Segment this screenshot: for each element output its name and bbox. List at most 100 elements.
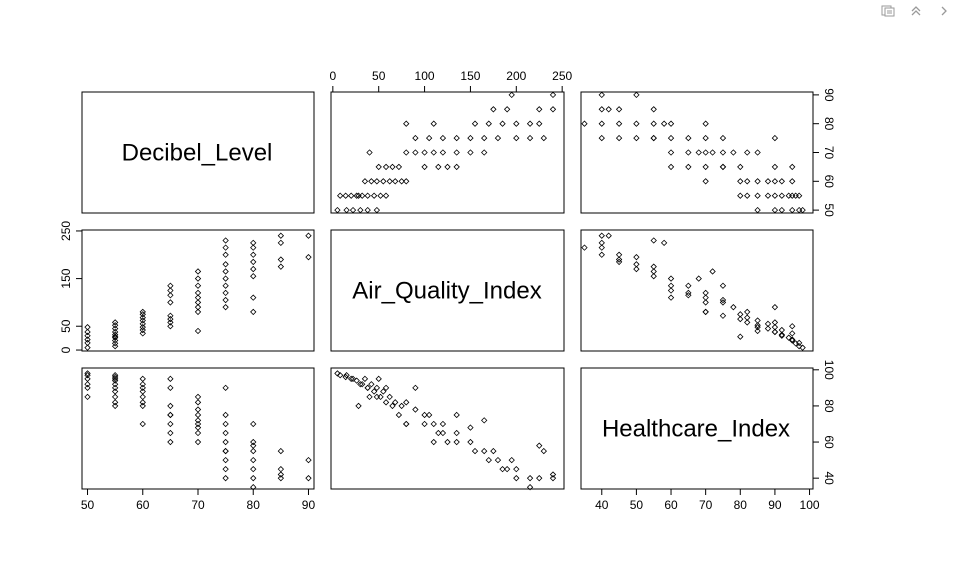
point-2-0-39 [194, 424, 202, 431]
point-2-1-35 [421, 411, 428, 419]
point-0-2-12 [764, 192, 772, 199]
point-0-1-0 [334, 206, 341, 214]
point-1-0-41 [222, 304, 229, 311]
point-2-1-36 [430, 420, 437, 428]
point-2-1-49 [526, 474, 534, 482]
point-2-1-37 [439, 429, 447, 437]
point-1-0-12 [111, 325, 119, 332]
point-0-2-3 [778, 206, 786, 214]
point-0-1-22 [398, 178, 405, 185]
point-0-2-9 [785, 192, 792, 199]
point-1-2-37 [685, 289, 692, 297]
x-axis-aqi-top-tick-label-0: 0 [329, 69, 336, 83]
point-1-0-32 [194, 327, 202, 335]
point-2-0-56 [250, 474, 257, 482]
point-1-2-54 [633, 265, 640, 273]
point-2-0-29 [167, 429, 174, 437]
point-0-2-1 [795, 206, 803, 214]
point-1-2-51 [702, 308, 709, 316]
point-0-2-42 [719, 134, 727, 142]
point-0-1-48 [513, 134, 520, 142]
point-2-1-18 [373, 384, 381, 392]
point-0-2-7 [792, 192, 799, 199]
point-1-0-6 [111, 343, 119, 350]
point-1-2-36 [702, 294, 709, 301]
point-0-2-44 [685, 134, 692, 142]
point-0-1-33 [403, 149, 410, 156]
point-2-0-32 [194, 393, 202, 401]
y-axis-decibel-right-tick-label-60: 60 [822, 175, 836, 189]
point-2-1-13 [377, 393, 384, 401]
copy-plot-icon[interactable] [881, 4, 895, 18]
point-0-2-15 [737, 192, 744, 199]
point-1-0-47 [222, 261, 229, 268]
point-2-1-42 [425, 411, 433, 419]
point-0-1-12 [370, 192, 378, 199]
point-1-0-64 [305, 232, 312, 239]
point-1-2-29 [685, 292, 692, 299]
point-1-0-20 [139, 317, 146, 324]
point-1-0-48 [222, 251, 229, 258]
point-1-0-46 [222, 268, 229, 275]
point-0-2-33 [744, 149, 751, 156]
collapse-icon[interactable] [909, 4, 923, 18]
point-0-1-55 [499, 120, 506, 127]
point-1-2-18 [771, 324, 779, 331]
point-1-0-5 [84, 324, 91, 331]
panel-2-0 [81, 367, 315, 490]
x-axis-healthcare-bottom-tick-label-60: 60 [664, 498, 678, 512]
point-2-1-41 [412, 384, 419, 392]
point-1-0-22 [139, 311, 146, 318]
point-0-1-37 [439, 149, 447, 156]
point-2-1-34 [412, 406, 419, 413]
point-0-1-17 [368, 178, 375, 185]
point-1-0-55 [250, 258, 257, 266]
point-0-1-43 [439, 134, 447, 142]
point-2-1-4 [364, 384, 371, 392]
point-1-0-54 [250, 265, 257, 273]
point-0-2-20 [754, 178, 761, 185]
point-2-0-28 [167, 420, 174, 428]
point-1-2-27 [719, 312, 727, 319]
point-1-2-10 [778, 331, 786, 338]
point-1-0-0 [84, 344, 91, 351]
point-0-2-55 [615, 120, 623, 127]
point-0-2-28 [702, 163, 709, 171]
point-0-1-16 [361, 178, 369, 185]
point-0-2-16 [789, 178, 796, 185]
point-1-2-43 [702, 289, 709, 297]
point-2-0-20 [139, 393, 146, 401]
y-axis-decibel-right-tick-label-70: 70 [822, 146, 836, 160]
point-0-1-51 [403, 120, 410, 127]
point-1-0-61 [277, 239, 285, 247]
point-0-2-29 [685, 163, 692, 171]
point-0-2-45 [667, 134, 675, 142]
point-1-0-10 [111, 331, 119, 338]
point-1-2-14 [744, 319, 751, 326]
point-1-0-18 [139, 324, 146, 331]
point-0-2-64 [598, 91, 605, 99]
point-2-0-22 [139, 402, 146, 410]
chevron-right-icon[interactable] [937, 4, 951, 18]
point-2-1-47 [494, 456, 502, 464]
point-1-2-15 [737, 333, 744, 340]
point-2-0-14 [111, 399, 119, 406]
point-0-1-39 [467, 149, 474, 156]
y-axis-decibel-right-tick-label-90: 90 [822, 88, 836, 102]
point-0-1-31 [453, 163, 460, 171]
point-1-0-23 [139, 308, 146, 316]
point-1-0-3 [84, 332, 91, 339]
point-1-0-25 [167, 319, 174, 326]
point-0-2-53 [650, 120, 657, 127]
point-0-2-4 [771, 206, 779, 214]
point-0-1-29 [435, 163, 442, 171]
point-2-0-1 [84, 372, 91, 379]
point-2-0-53 [250, 447, 257, 455]
x-axis-healthcare-bottom-tick-label-90: 90 [768, 498, 782, 512]
point-0-1-3 [357, 206, 364, 214]
point-0-2-31 [719, 163, 727, 171]
point-1-0-44 [222, 282, 229, 289]
point-2-0-9 [111, 377, 119, 384]
point-0-1-6 [337, 192, 344, 199]
point-2-0-13 [111, 393, 119, 401]
